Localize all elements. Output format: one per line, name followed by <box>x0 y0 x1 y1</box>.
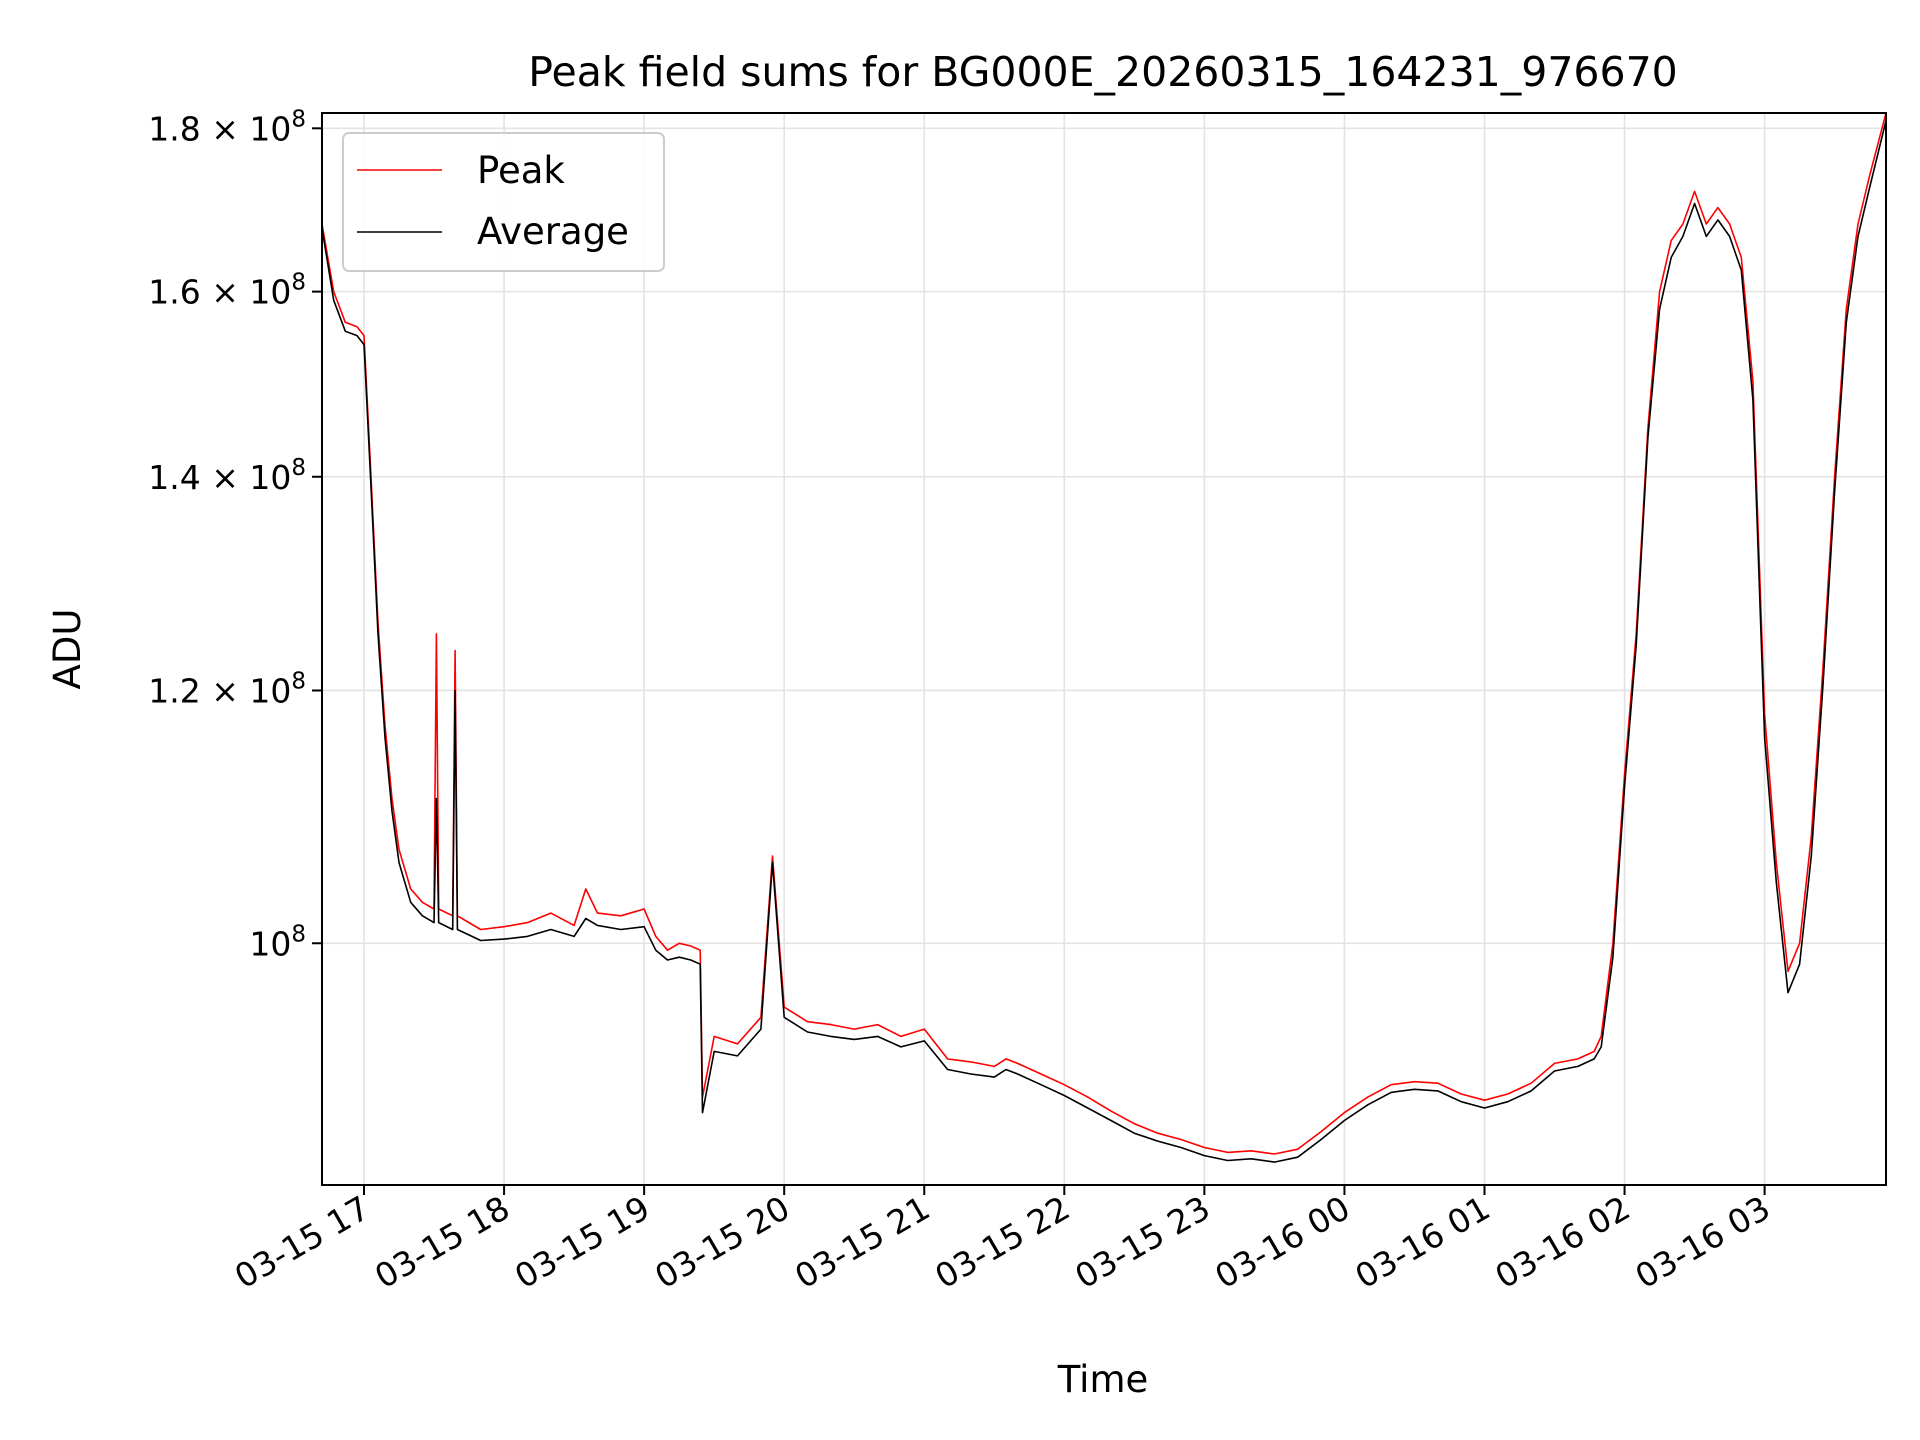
x-tick-label: 03-15 20 <box>648 1188 796 1296</box>
x-tick-label: 03-15 21 <box>788 1188 936 1296</box>
x-tick-label: 03-15 22 <box>928 1188 1076 1296</box>
y-tick-label: 1.4 × 108 <box>148 455 306 497</box>
y-axis: 108 1.2 × 108 1.4 × 108 1.6 × 108 1.8 × 108 <box>148 106 322 963</box>
x-tick-label: 03-16 00 <box>1208 1188 1356 1296</box>
legend-label-peak: Peak <box>477 149 565 192</box>
legend-label-average: Average <box>477 210 629 253</box>
y-axis-label: ADU <box>46 609 89 690</box>
y-tick-label: 1.2 × 108 <box>148 668 306 710</box>
series-layer <box>321 112 1887 1163</box>
series-line-average <box>321 120 1887 1163</box>
plot-frame <box>321 112 1887 1186</box>
x-tick-label: 03-15 18 <box>368 1188 516 1296</box>
legend-box <box>342 132 665 272</box>
y-tick-label: 1.6 × 108 <box>148 270 306 312</box>
x-tick-label: 03-15 19 <box>508 1188 656 1296</box>
x-tick-label: 03-16 03 <box>1629 1188 1777 1296</box>
x-tick-label: 03-16 02 <box>1489 1188 1637 1296</box>
chart-title: Peak field sums for BG000E_20260315_1642… <box>528 48 1678 96</box>
x-tick-label: 03-15 23 <box>1068 1188 1216 1296</box>
y-tick-label: 1.8 × 108 <box>148 106 306 148</box>
grid <box>322 113 1886 1185</box>
x-tick-label: 03-15 17 <box>228 1188 376 1296</box>
x-axis-label: Time <box>1057 1358 1149 1401</box>
y-tick-label: 108 <box>249 921 306 963</box>
legend: Peak Average <box>342 132 665 272</box>
x-tick-label: 03-16 01 <box>1348 1188 1496 1296</box>
